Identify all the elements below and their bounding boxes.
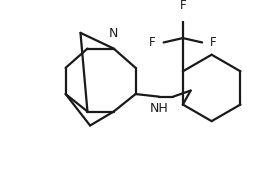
Text: F: F — [180, 0, 186, 12]
Text: N: N — [109, 27, 118, 40]
Text: NH: NH — [150, 102, 169, 115]
Text: F: F — [149, 36, 156, 49]
Text: F: F — [210, 36, 217, 49]
